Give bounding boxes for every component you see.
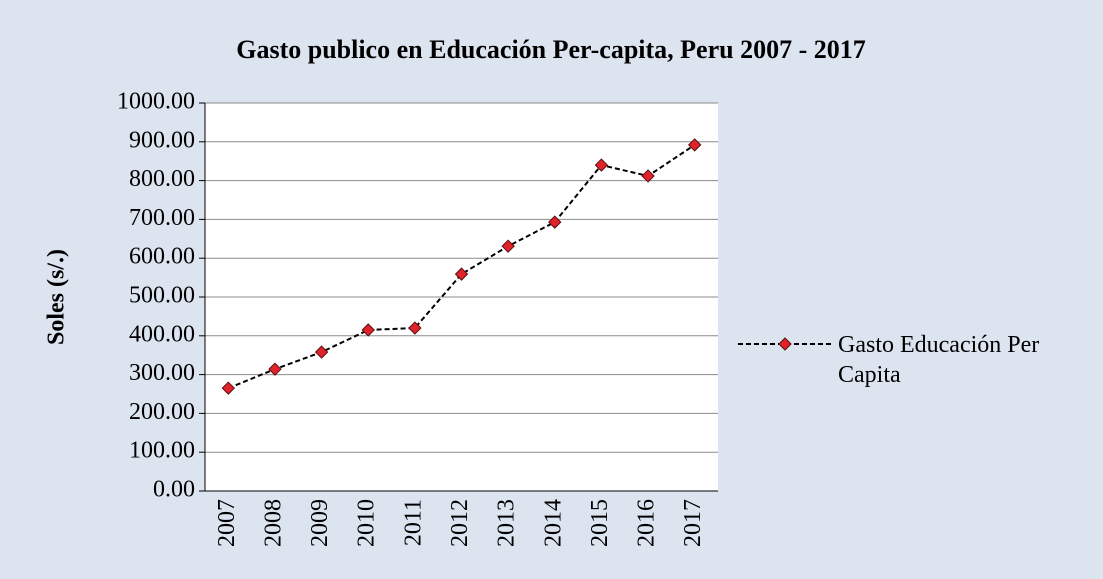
data-point [594, 158, 609, 172]
y-tick-label: 800.00 [129, 166, 195, 192]
x-tick-label: 2013 [494, 499, 520, 547]
x-tick-label: 2008 [260, 499, 286, 547]
x-tick-label: 2015 [587, 499, 613, 547]
y-tick-label: 900.00 [129, 127, 195, 153]
y-tick-label: 500.00 [129, 283, 195, 309]
data-point [268, 362, 282, 376]
y-tick-label: 100.00 [129, 438, 195, 464]
data-line [227, 144, 696, 390]
y-axis-label: Soles (s/.) [44, 249, 70, 345]
data-point [548, 215, 562, 229]
data-point [641, 169, 655, 183]
y-tick-label: 0.00 [153, 477, 195, 503]
chart-title: Gasto publico en Educación Per-capita, P… [236, 35, 866, 64]
y-tick-label: 600.00 [129, 244, 195, 270]
y-tick-label: 200.00 [129, 399, 195, 425]
x-tick-label: 2009 [307, 499, 333, 547]
data-point [501, 239, 515, 253]
data-point [361, 323, 375, 337]
legend-label: Gasto Educación Per Capita [838, 332, 1040, 388]
y-tick-label: 400.00 [129, 321, 195, 347]
data-point [408, 321, 422, 335]
data-point [687, 138, 702, 152]
data-point [221, 381, 236, 395]
x-tick-label: 2016 [634, 499, 660, 547]
x-tick-label: 2007 [214, 499, 240, 547]
legend-marker [778, 337, 792, 351]
y-tick-label: 1000.00 [117, 89, 195, 115]
x-tick-label: 2011 [400, 499, 426, 546]
data-point [314, 345, 329, 359]
y-tick-label: 700.00 [129, 205, 195, 231]
data-point [454, 267, 469, 281]
x-tick-label: 2012 [447, 499, 473, 547]
x-tick-label: 2014 [540, 499, 566, 547]
y-tick-label: 300.00 [129, 360, 195, 386]
x-tick-label: 2017 [680, 499, 706, 547]
x-tick-label: 2010 [354, 499, 380, 547]
